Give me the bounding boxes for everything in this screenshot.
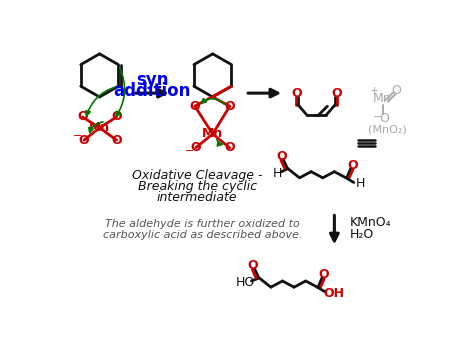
Text: KMnO₄: KMnO₄ bbox=[350, 216, 392, 229]
Text: O: O bbox=[379, 112, 389, 125]
Text: OH: OH bbox=[324, 287, 345, 300]
Text: Mn: Mn bbox=[89, 121, 110, 134]
Text: −: − bbox=[373, 112, 383, 122]
Text: O: O bbox=[224, 141, 235, 154]
Text: O: O bbox=[291, 87, 302, 101]
Text: −: − bbox=[185, 146, 194, 156]
Text: O: O bbox=[248, 259, 258, 272]
Text: H: H bbox=[273, 167, 282, 180]
Text: O: O bbox=[318, 268, 329, 281]
Text: syn: syn bbox=[136, 71, 168, 89]
Text: O: O bbox=[331, 87, 342, 101]
Text: HO: HO bbox=[236, 276, 255, 289]
Text: Mn: Mn bbox=[202, 127, 223, 140]
Text: intermediate: intermediate bbox=[157, 191, 237, 204]
Text: O: O bbox=[224, 100, 235, 113]
Text: O: O bbox=[191, 141, 201, 154]
Text: Oxidative Cleavage -: Oxidative Cleavage - bbox=[132, 169, 263, 182]
Text: O: O bbox=[79, 134, 90, 146]
Text: H: H bbox=[355, 177, 365, 191]
Text: O: O bbox=[111, 111, 122, 123]
Text: O: O bbox=[392, 84, 401, 97]
Text: addition: addition bbox=[114, 82, 191, 100]
Text: O: O bbox=[111, 134, 122, 146]
Text: +: + bbox=[370, 86, 379, 96]
Text: −: − bbox=[73, 131, 82, 141]
Text: O: O bbox=[190, 100, 200, 113]
Text: carboxylic acid as described above.: carboxylic acid as described above. bbox=[103, 230, 302, 240]
Text: Breaking the cyclic: Breaking the cyclic bbox=[137, 180, 257, 193]
Text: (MnO₂): (MnO₂) bbox=[368, 124, 406, 134]
Text: O: O bbox=[347, 159, 357, 172]
Text: The aldehyde is further oxidized to: The aldehyde is further oxidized to bbox=[105, 219, 300, 229]
Text: Mn: Mn bbox=[373, 92, 392, 105]
Text: H₂O: H₂O bbox=[350, 228, 374, 241]
Text: O: O bbox=[77, 111, 88, 123]
Text: O: O bbox=[276, 150, 287, 163]
